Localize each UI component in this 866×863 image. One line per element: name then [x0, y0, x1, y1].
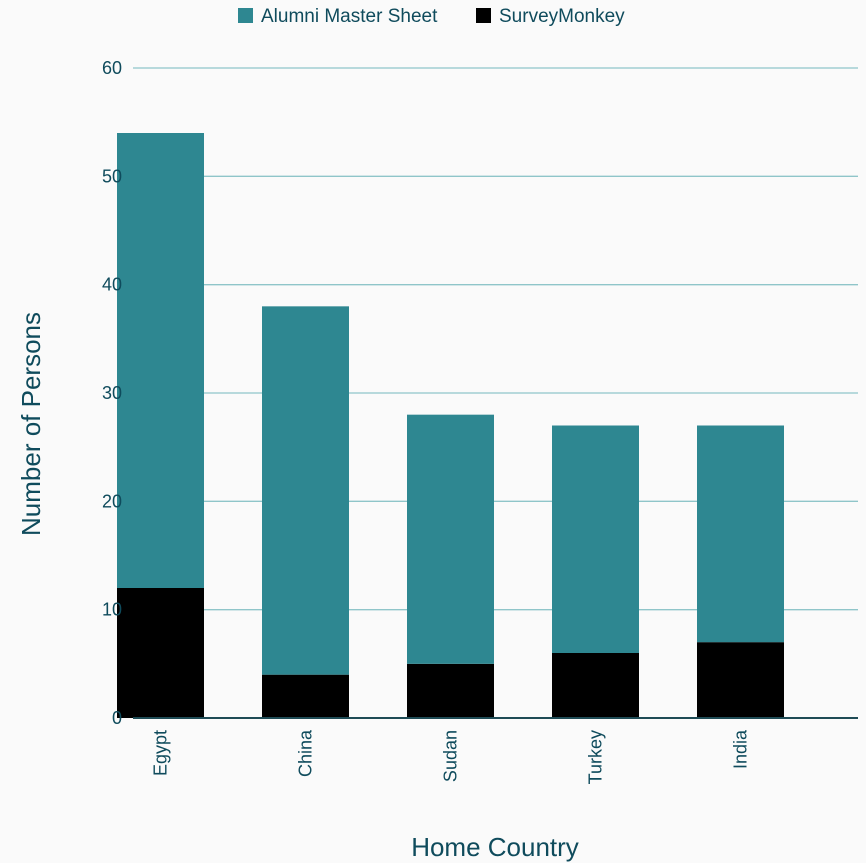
bar-china-surveymonkey — [262, 674, 349, 718]
y-tick-label: 20 — [102, 491, 122, 511]
bar-india-alumni-master-sheet — [697, 425, 784, 643]
legend-swatch-alumni — [238, 8, 253, 23]
y-tick-label: 50 — [102, 166, 122, 186]
x-tick-label: Sudan — [441, 730, 461, 782]
x-tick-label: India — [731, 729, 751, 769]
x-tick-label: Egypt — [151, 730, 171, 776]
y-tick-label: 0 — [112, 708, 122, 728]
legend-label-alumni: Alumni Master Sheet — [261, 6, 438, 27]
x-tick-label: Turkey — [586, 730, 606, 784]
y-axis-ticks: 0 10 20 30 40 50 60 — [102, 58, 122, 728]
bar-china-alumni-master-sheet — [262, 306, 349, 675]
bar-egypt-surveymonkey — [117, 588, 204, 718]
x-axis-ticks: Egypt China Sudan Turkey India — [151, 729, 751, 784]
bar-turkey-surveymonkey — [552, 653, 639, 718]
bar-egypt-alumni-master-sheet — [117, 133, 204, 588]
bar-sudan-alumni-master-sheet — [407, 414, 494, 664]
legend-label-surveymonkey: SurveyMonkey — [499, 6, 625, 27]
bar-india-surveymonkey — [697, 642, 784, 718]
bar-turkey-alumni-master-sheet — [552, 425, 639, 653]
y-axis-title: Number of Persons — [16, 312, 46, 536]
y-tick-label: 60 — [102, 58, 122, 78]
y-tick-label: 30 — [102, 383, 122, 403]
bars — [117, 133, 784, 718]
x-tick-label: China — [296, 729, 316, 777]
x-axis-title: Home Country — [411, 832, 579, 862]
y-tick-label: 10 — [102, 600, 122, 620]
bar-sudan-surveymonkey — [407, 663, 494, 718]
legend: Alumni Master Sheet SurveyMonkey — [238, 6, 625, 27]
legend-swatch-surveymonkey — [476, 8, 491, 23]
y-tick-label: 40 — [102, 275, 122, 295]
